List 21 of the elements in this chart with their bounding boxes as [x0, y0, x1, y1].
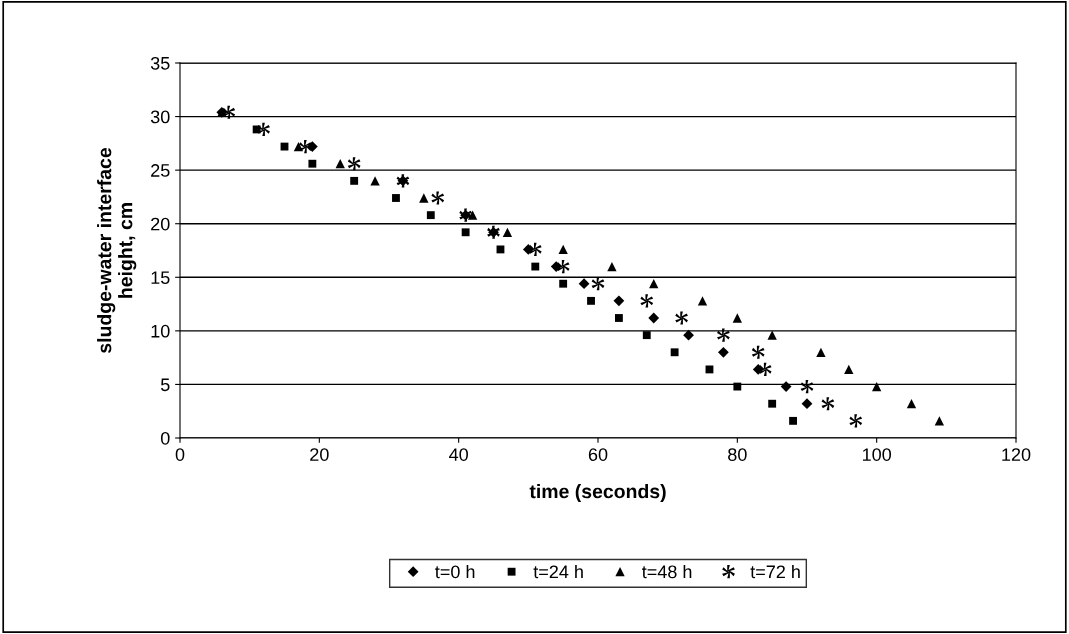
x-tick-label: 80	[728, 448, 747, 461]
x-tick-label: 100	[862, 448, 892, 461]
legend-label: t=0 h	[435, 564, 475, 579]
y-tick-label: 5	[160, 378, 170, 392]
y-tick-label: 15	[151, 271, 170, 285]
y-tick-label: 25	[151, 164, 170, 177]
x-axis-title: time (seconds)	[529, 484, 666, 503]
y-tick-label: 20	[151, 217, 170, 231]
legend-label: t=24 h	[533, 564, 583, 579]
y-tick-label: 35	[150, 56, 170, 70]
y-tick-label: 30	[150, 110, 170, 124]
x-tick-label: 20	[310, 448, 329, 461]
legend-label: t=48 h	[642, 564, 692, 579]
y-tick-label: 10	[151, 324, 170, 338]
legend-label: t=72 h	[750, 564, 800, 579]
x-tick-label: 120	[1002, 448, 1031, 461]
x-tick-label: 0	[175, 448, 185, 461]
y-tick-label: 0	[160, 431, 170, 445]
y-axis-title: sludge-water interface height, cm	[97, 147, 137, 353]
x-tick-label: 60	[588, 448, 608, 461]
x-tick-label: 40	[449, 448, 468, 461]
